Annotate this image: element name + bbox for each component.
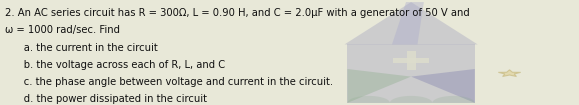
Polygon shape (499, 70, 521, 76)
Bar (406, 51, 416, 70)
Text: c. the phase angle between voltage and current in the circuit.: c. the phase angle between voltage and c… (5, 77, 333, 87)
Bar (393, 58, 429, 63)
Text: 2. An AC series circuit has R = 300Ω, L = 0.90 H, and C = 2.0μF with a generator: 2. An AC series circuit has R = 300Ω, L … (5, 8, 470, 18)
Polygon shape (347, 69, 411, 103)
Text: ω = 1000 rad/sec. Find: ω = 1000 rad/sec. Find (5, 25, 120, 35)
Polygon shape (392, 2, 424, 44)
Text: b. the voltage across each of R, L, and C: b. the voltage across each of R, L, and … (5, 60, 225, 70)
Polygon shape (345, 2, 478, 44)
Text: d. the power dissipated in the circuit: d. the power dissipated in the circuit (5, 94, 207, 104)
Polygon shape (347, 96, 390, 103)
Polygon shape (433, 96, 475, 103)
Bar (347, 44, 475, 103)
Text: a. the current in the circuit: a. the current in the circuit (5, 43, 157, 53)
Polygon shape (390, 96, 433, 103)
Polygon shape (411, 69, 475, 103)
